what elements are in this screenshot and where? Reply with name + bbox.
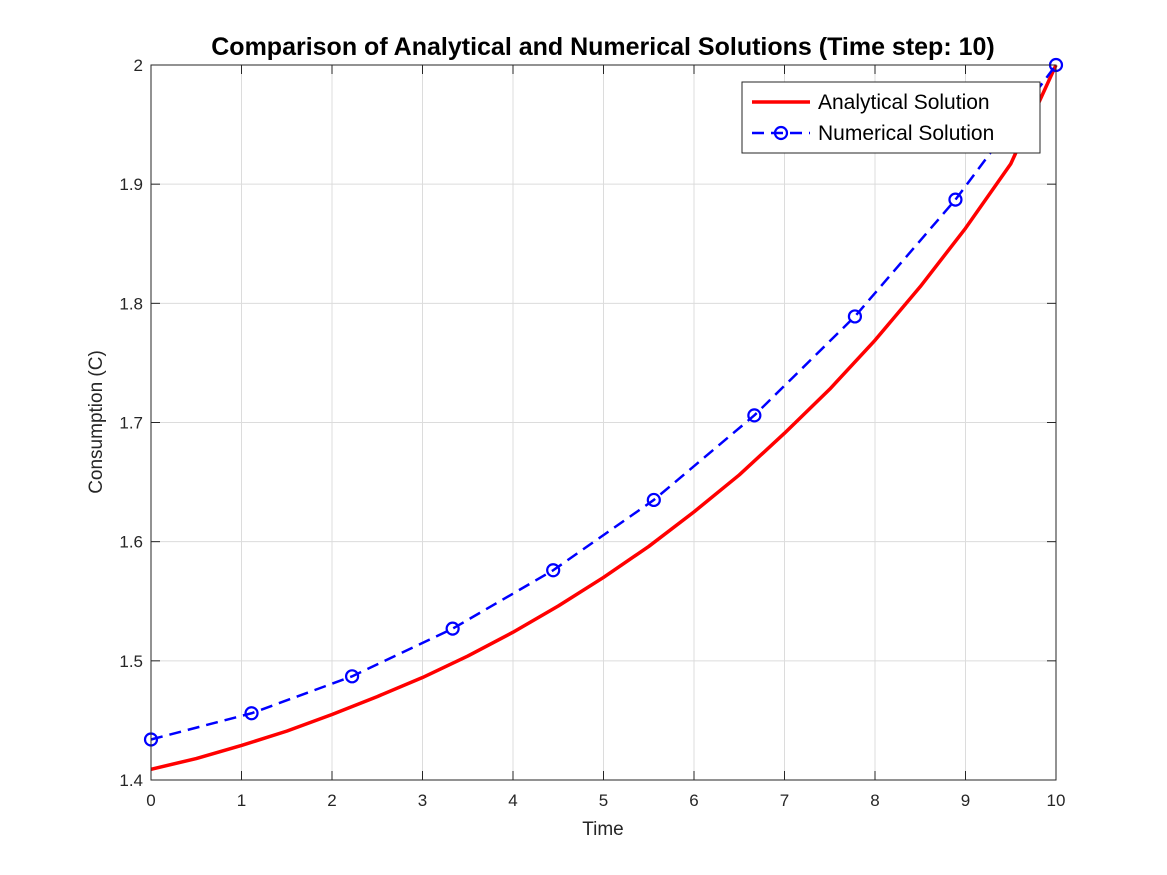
x-tick-label: 2 [327,791,336,810]
series-analytical-line [150,64,1058,771]
x-tick-label: 0 [146,791,155,810]
x-tick-label: 7 [780,791,789,810]
numerical-point [344,669,360,684]
tick-labels: 0 1 2 3 4 5 6 7 8 9 10 1.4 1.5 1.6 1.7 1.8 1.9 2 [119,56,1065,810]
y-tick-label: 1.4 [119,771,143,790]
y-tick-label: 1.5 [119,652,143,671]
numerical-point [646,492,661,508]
x-tick-label: 1 [237,791,246,810]
y-axis-label: Consumption (C) [86,350,107,494]
numerical-point [747,408,762,423]
legend-label-numerical: Numerical Solution [818,122,994,145]
numerical-point [244,706,259,721]
x-tick-label: 3 [418,791,427,810]
legend: Analytical Solution Numerical Solution [741,81,1041,154]
numerical-point [948,192,963,207]
x-axis-label: Time [582,819,624,840]
grid [151,65,1056,780]
chart-title: Comparison of Analytical and Numerical S… [211,33,994,61]
x-tick-label: 10 [1047,791,1066,810]
legend-label-analytical: Analytical Solution [818,91,990,114]
y-tick-label: 1.6 [119,533,143,552]
y-tick-label: 2 [134,56,143,75]
legend-box [741,81,1041,154]
legend-marker-numerical [773,125,789,141]
x-tick-label: 4 [508,791,517,810]
numerical-point [445,621,460,636]
series-numerical-line [150,64,1058,741]
x-tick-label: 6 [689,791,698,810]
x-tick-label: 9 [961,791,970,810]
numerical-point [546,563,561,578]
numerical-point [847,309,863,324]
x-tick-label: 8 [870,791,879,810]
y-tick-label: 1.8 [119,294,143,313]
x-tick-label: 5 [599,791,608,810]
ticks [150,64,1057,781]
y-tick-label: 1.9 [119,175,143,194]
y-tick-label: 1.7 [119,414,143,433]
